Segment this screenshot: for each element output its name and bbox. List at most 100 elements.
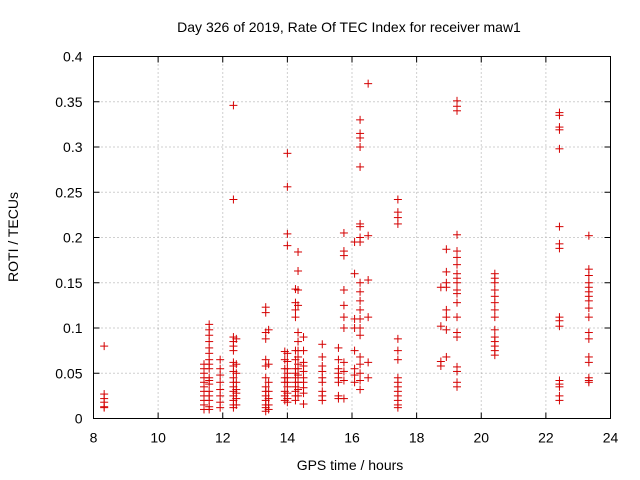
data-point [339,301,348,310]
data-point [261,373,270,382]
x-tick-label: 24 [603,430,619,446]
data-point [291,305,300,314]
data-point [453,230,462,239]
data-point [339,285,348,294]
data-point [453,333,462,342]
data-point [442,245,451,254]
data-point [356,296,365,305]
data-point [205,380,214,389]
data-point [283,182,292,191]
data-point [216,403,225,412]
y-tick-label: 0.05 [55,365,82,381]
data-point [299,389,308,398]
data-point [318,396,327,405]
data-point [339,313,348,322]
data-point [264,325,273,334]
x-tick-labels: 8 10 12 14 16 18 20 22 24 [90,430,619,446]
data-point [229,195,238,204]
data-point [442,313,451,322]
data-point [584,378,593,387]
y-tick-label: 0.35 [55,94,82,110]
data-point [205,364,214,373]
y-tick-label: 0.1 [63,320,83,336]
x-tick-label: 16 [344,430,360,446]
data-point [339,251,348,260]
data-point [356,360,365,369]
data-point [453,367,462,376]
data-point [364,231,373,240]
x-tick-label: 20 [473,430,489,446]
data-point [318,378,327,387]
data-point [584,304,593,313]
x-axis-label: GPS time / hours [297,457,404,473]
data-point [350,269,359,278]
data-point [356,305,365,314]
data-point [356,324,365,332]
data-point [490,351,499,360]
x-tick-label: 8 [90,430,98,446]
data-point [100,403,109,412]
data-point [356,352,365,361]
data-point [283,357,292,366]
data-point [229,101,238,110]
data-point [339,324,348,332]
data-point [356,162,365,171]
y-tick-label: 0.25 [55,184,82,200]
data-point [232,378,241,387]
data-point [584,313,593,322]
data-point [442,267,451,276]
data-point [100,342,109,351]
data-point [261,334,270,343]
data-point [584,231,593,240]
y-tick-label: 0.4 [63,49,83,65]
data-point [555,244,564,253]
data-point [232,400,241,409]
data-point [453,313,462,322]
data-point [453,382,462,391]
data-point [294,391,303,400]
data-point [490,313,499,322]
data-point [453,278,462,287]
x-tick-label: 12 [215,430,231,446]
data-point [334,343,343,352]
data-point [490,305,499,314]
data-point [350,371,359,380]
data-point [442,352,451,361]
data-point [356,238,365,247]
data-point [490,278,499,287]
data-point [584,271,593,280]
data-point [393,195,402,204]
x-tick-label: 22 [538,430,554,446]
data-point [356,369,365,378]
y-tick-labels: 0 0.05 0.1 0.15 0.2 0.25 0.3 0.35 0.4 [55,49,82,427]
data-point [453,289,462,298]
data-point [283,241,292,250]
data-point [356,222,365,231]
x-tick-label: 14 [280,430,296,446]
data-point [283,398,292,407]
data-point [291,313,300,322]
data-point [294,301,303,310]
data-point [356,376,365,385]
data-point [294,352,303,361]
data-point [318,352,327,361]
y-tick-label: 0 [75,411,83,427]
data-point [356,115,365,124]
data-point [356,133,365,142]
data-point [350,346,359,355]
data-point [299,400,308,409]
data-point [232,369,241,378]
data-point [294,285,303,294]
data-point [283,229,292,238]
data-point [436,362,445,371]
data-point [339,376,348,385]
data-point [393,355,402,364]
data-point [393,346,402,355]
data-point [453,298,462,307]
data-point [318,340,327,349]
data-point [356,331,365,340]
data-point [339,394,348,403]
data-point [490,298,499,307]
data-point [294,266,303,275]
